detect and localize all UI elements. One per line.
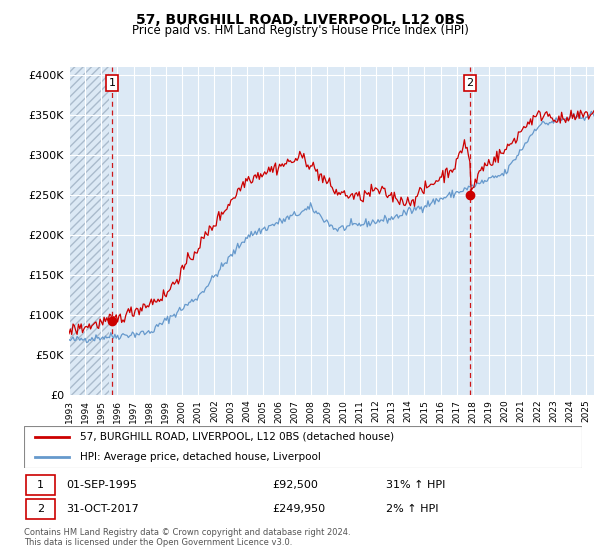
Text: 2: 2	[37, 504, 44, 514]
Text: Price paid vs. HM Land Registry's House Price Index (HPI): Price paid vs. HM Land Registry's House …	[131, 24, 469, 37]
Text: 31% ↑ HPI: 31% ↑ HPI	[386, 480, 445, 490]
Text: 1: 1	[37, 480, 44, 490]
Text: 57, BURGHILL ROAD, LIVERPOOL, L12 0BS (detached house): 57, BURGHILL ROAD, LIVERPOOL, L12 0BS (d…	[80, 432, 394, 442]
Bar	[69, 67, 109, 395]
Text: 31-OCT-2017: 31-OCT-2017	[66, 504, 139, 514]
Text: 01-SEP-1995: 01-SEP-1995	[66, 480, 137, 490]
Text: 2: 2	[467, 78, 474, 88]
Text: £92,500: £92,500	[272, 480, 318, 490]
FancyBboxPatch shape	[26, 475, 55, 494]
FancyBboxPatch shape	[26, 500, 55, 519]
Text: HPI: Average price, detached house, Liverpool: HPI: Average price, detached house, Live…	[80, 452, 320, 462]
Text: £249,950: £249,950	[272, 504, 326, 514]
Text: 57, BURGHILL ROAD, LIVERPOOL, L12 0BS: 57, BURGHILL ROAD, LIVERPOOL, L12 0BS	[136, 13, 464, 27]
Text: Contains HM Land Registry data © Crown copyright and database right 2024.
This d: Contains HM Land Registry data © Crown c…	[24, 528, 350, 547]
Text: 1: 1	[109, 78, 116, 88]
Text: 2% ↑ HPI: 2% ↑ HPI	[386, 504, 439, 514]
FancyBboxPatch shape	[24, 426, 582, 468]
